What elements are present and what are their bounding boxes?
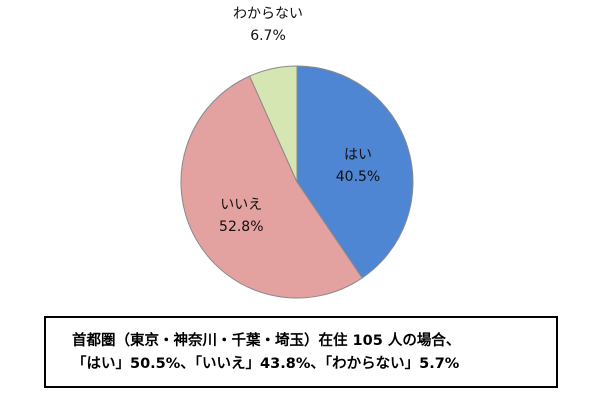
note-line-1: 首都圏（東京・神奈川・千葉・埼玉）在住 105 人の場合、 [72, 333, 461, 349]
slice-value-1: 40.5% [336, 169, 380, 185]
note-line-2: 「はい」50.5%、「いいえ」43.8%、「わからない」5.7% [72, 356, 460, 372]
pie-slice-3 [248, 65, 298, 183]
slice-value-3: 6.7% [250, 28, 286, 44]
pie-slices [180, 65, 414, 299]
pie-slice-1 [296, 65, 414, 279]
note-box: 首都圏（東京・神奈川・千葉・埼玉）在住 105 人の場合、 「はい」50.5%、… [44, 316, 558, 388]
pie-labels: はい 40.5% いいえ 52.8% わからない 6.7% [219, 6, 380, 235]
pie-slice-2 [180, 75, 363, 299]
slice-label-1: はい [344, 147, 372, 163]
slice-label-2: いいえ [220, 197, 262, 213]
slice-label-3: わからない [233, 6, 303, 22]
slice-value-2: 52.8% [219, 219, 263, 235]
pie-chart: はい 40.5% いいえ 52.8% わからない 6.7% [180, 6, 414, 299]
